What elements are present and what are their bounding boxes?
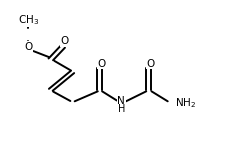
- Text: CH$_3$: CH$_3$: [18, 13, 39, 27]
- Text: H: H: [118, 104, 125, 114]
- Text: O: O: [24, 42, 32, 52]
- Text: O: O: [146, 59, 155, 69]
- Text: O: O: [60, 36, 69, 46]
- Text: NH$_2$: NH$_2$: [175, 96, 196, 110]
- Text: N: N: [117, 96, 125, 106]
- Text: O: O: [97, 59, 106, 69]
